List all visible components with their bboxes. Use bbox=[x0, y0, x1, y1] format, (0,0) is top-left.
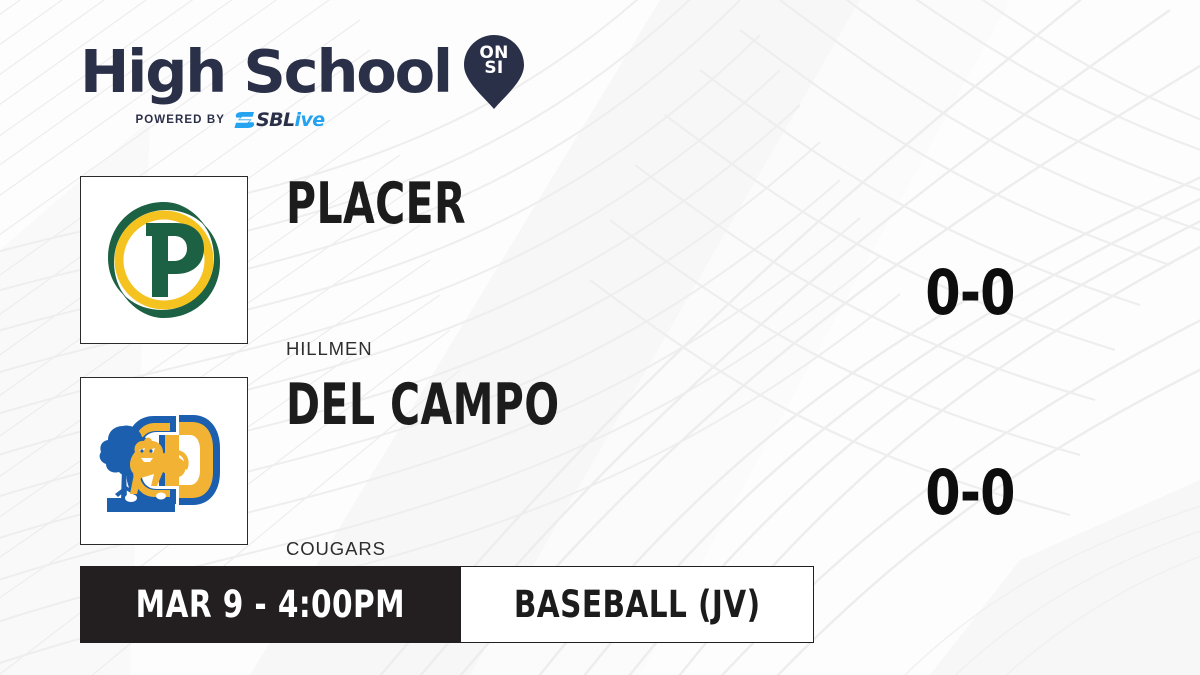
team-mascot-cougars: COUGARS bbox=[286, 538, 386, 559]
brand-title-row: High School ON SI bbox=[80, 35, 524, 109]
game-datetime-block: MAR 9 - 4:00PM bbox=[80, 566, 461, 643]
page-title: High School bbox=[80, 37, 453, 106]
sblive-text-dark: SBL bbox=[256, 108, 295, 131]
sblive-text-blue: ive bbox=[294, 108, 326, 131]
team-name-placer: PLACER bbox=[286, 171, 466, 237]
sblive-s-mark bbox=[234, 112, 255, 128]
game-sport-text: BASEBALL (JV) bbox=[513, 582, 761, 626]
team-logo-box-del-campo bbox=[80, 377, 248, 545]
powered-by-label: POWERED BY bbox=[135, 114, 226, 126]
team-logo-box-placer bbox=[80, 176, 248, 344]
badge-line-on: ON bbox=[479, 43, 509, 63]
on-si-pin-icon: ON SI bbox=[463, 34, 525, 110]
game-datetime-text: MAR 9 - 4:00PM bbox=[135, 582, 406, 626]
placer-hillmen-logo-icon bbox=[108, 202, 220, 318]
sblive-logo: SBL ive bbox=[234, 108, 326, 131]
on-si-badge-text: ON SI bbox=[463, 43, 525, 78]
team-mascot-hillmen: HILLMEN bbox=[286, 338, 373, 359]
brand-header: High School ON SI POWERED BY SBL ive bbox=[80, 35, 524, 136]
game-sport-block: BASEBALL (JV) bbox=[460, 566, 815, 643]
team-record-del-campo: 0-0 bbox=[925, 456, 1015, 529]
team-record-placer: 0-0 bbox=[925, 256, 1015, 329]
team-name-del-campo: DEL CAMPO bbox=[286, 372, 560, 438]
del-campo-cougars-logo-icon bbox=[99, 412, 223, 512]
game-info-bar: MAR 9 - 4:00PM BASEBALL (JV) bbox=[80, 566, 815, 643]
powered-by-row: POWERED BY SBL ive bbox=[80, 110, 380, 130]
badge-line-si: SI bbox=[484, 58, 504, 78]
